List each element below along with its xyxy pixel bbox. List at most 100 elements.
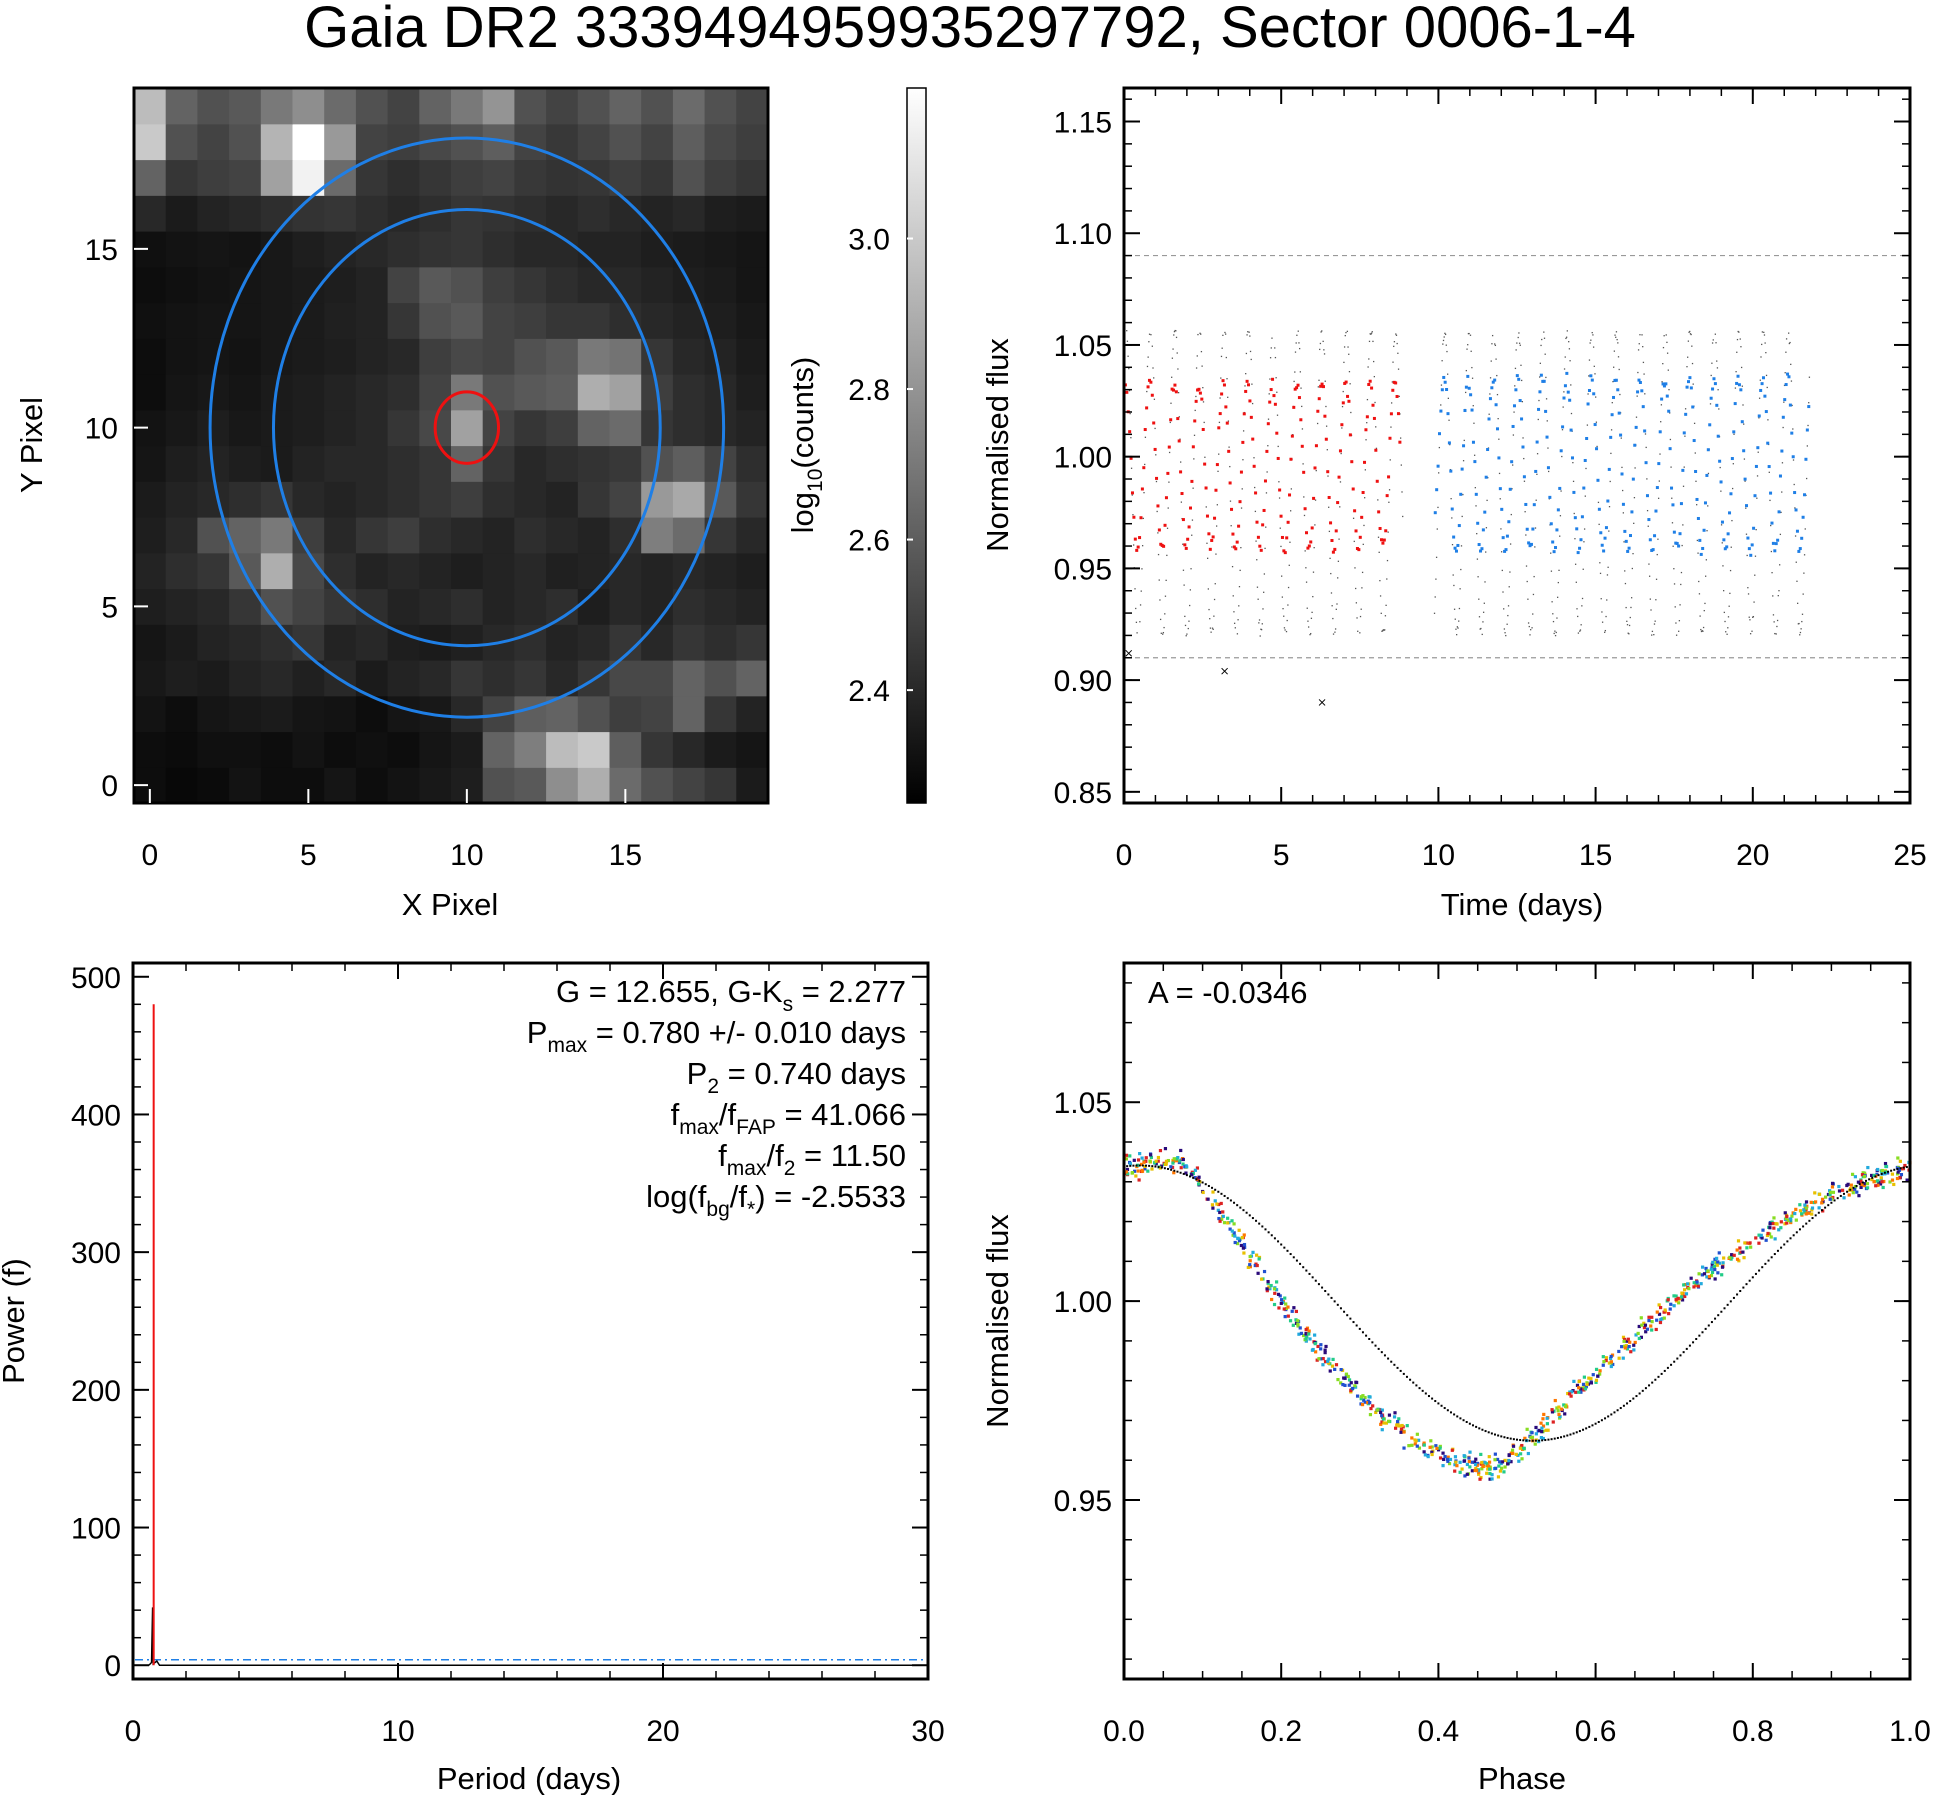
phase-point — [1470, 1460, 1474, 1464]
rejected-point — [1526, 580, 1528, 583]
orbit-2-point — [1582, 486, 1586, 490]
phase-point — [1317, 1357, 1321, 1361]
phase-point — [1441, 1451, 1445, 1455]
rejected-point — [1731, 519, 1733, 522]
rejected-point — [1237, 619, 1239, 621]
annotation-pre: P — [527, 1015, 548, 1050]
model-dot — [1673, 1360, 1676, 1363]
pixel-cell — [134, 195, 167, 232]
orbit-1-point — [1220, 392, 1224, 396]
orbit-2-point — [1531, 527, 1535, 531]
rejected-point — [1281, 596, 1284, 598]
rejected-point — [1373, 360, 1375, 363]
orbit-2-point — [1563, 384, 1567, 388]
rejected-point — [1782, 426, 1784, 429]
phase-point — [1280, 1298, 1284, 1302]
rejected-point — [1667, 369, 1669, 371]
model-dot — [1160, 1166, 1163, 1169]
rejected-point — [1195, 395, 1197, 398]
orbit-2-point — [1763, 394, 1767, 398]
phase-point — [1760, 1236, 1764, 1240]
phase-point — [1735, 1257, 1740, 1261]
rejected-point — [1756, 497, 1758, 499]
rejected-point — [1282, 608, 1284, 610]
rejected-point — [1510, 513, 1512, 516]
pixel-cell — [419, 445, 452, 482]
orbit-2-point — [1675, 541, 1679, 545]
orbit-1-point — [1244, 389, 1248, 393]
rejected-point — [1385, 604, 1387, 606]
rejected-point — [1725, 631, 1727, 633]
model-dot — [1544, 1439, 1547, 1442]
rejected-point — [1622, 512, 1625, 514]
rejected-point — [1189, 604, 1191, 607]
orbit-2-point — [1578, 546, 1582, 550]
rejected-point — [1378, 551, 1380, 553]
orbit-1-point — [1254, 491, 1258, 495]
pixel-cell — [451, 231, 484, 268]
phase-point — [1643, 1323, 1648, 1327]
phase-point — [1558, 1414, 1562, 1419]
rejected-point — [1599, 572, 1602, 575]
rejected-point — [1694, 452, 1696, 454]
rejected-point — [1468, 332, 1470, 335]
phase-point — [1847, 1193, 1851, 1197]
orbit-1-point — [1197, 387, 1201, 391]
pixel-cell — [704, 624, 737, 661]
phase-point — [1503, 1458, 1507, 1463]
pixel-cell — [197, 123, 230, 161]
annotation-post2: ) = -2.5533 — [755, 1179, 906, 1214]
pixel-cell — [229, 159, 262, 196]
phase-point — [1132, 1158, 1136, 1162]
rejected-point — [1200, 333, 1202, 335]
phase-point — [1279, 1301, 1283, 1305]
rejected-point — [1386, 559, 1389, 562]
model-dot — [1723, 1307, 1726, 1310]
pixel-cell — [641, 695, 674, 733]
orbit-2-point — [1521, 445, 1525, 449]
orbit-2-point — [1487, 417, 1491, 421]
phase-point — [1146, 1169, 1150, 1173]
rejected-point — [1179, 438, 1181, 440]
orbit-2-point — [1596, 478, 1600, 482]
orbit-2-point — [1745, 504, 1749, 508]
phase-point — [1216, 1208, 1220, 1212]
rejected-point — [1274, 356, 1277, 359]
pixel-cell — [165, 517, 198, 554]
phase-point — [1701, 1265, 1705, 1269]
rejected-point — [1435, 578, 1437, 580]
pixel-cell — [197, 231, 230, 268]
pixel-cell — [704, 88, 737, 125]
pixel-cell — [292, 409, 325, 447]
orbit-2-point — [1520, 417, 1524, 421]
orbit-1-point — [1259, 548, 1263, 552]
phase-point — [1331, 1357, 1335, 1362]
pixel-cell — [229, 731, 262, 768]
annotation-pre: G = 12.655, G-K — [556, 974, 783, 1009]
rejected-point — [1444, 333, 1447, 336]
orbit-1-point — [1319, 384, 1323, 388]
rejected-point — [1530, 629, 1532, 631]
phase-point — [1500, 1460, 1505, 1464]
rejected-point — [1364, 497, 1366, 499]
phase-point — [1266, 1279, 1270, 1284]
rejected-point — [1127, 355, 1129, 357]
phase-point — [1880, 1168, 1884, 1173]
phase-point — [1880, 1180, 1884, 1184]
phase-point — [1128, 1154, 1132, 1158]
model-dot — [1528, 1439, 1531, 1442]
phase-point — [1384, 1421, 1389, 1425]
pixel-cell — [134, 266, 167, 304]
pixel-cell — [134, 338, 167, 375]
colorbar-tick-label: 2.8 — [848, 374, 890, 407]
light-curve-points — [1122, 254, 1908, 706]
orbit-2-point — [1470, 408, 1474, 412]
orbit-2-point — [1544, 409, 1548, 413]
phase-point — [1139, 1162, 1144, 1166]
orbit-2-point — [1766, 441, 1770, 445]
pixel-cell — [324, 552, 357, 590]
model-dot — [1547, 1438, 1550, 1441]
rejected-point — [1557, 581, 1559, 584]
model-dot — [1198, 1179, 1201, 1182]
model-dot — [1670, 1363, 1673, 1366]
